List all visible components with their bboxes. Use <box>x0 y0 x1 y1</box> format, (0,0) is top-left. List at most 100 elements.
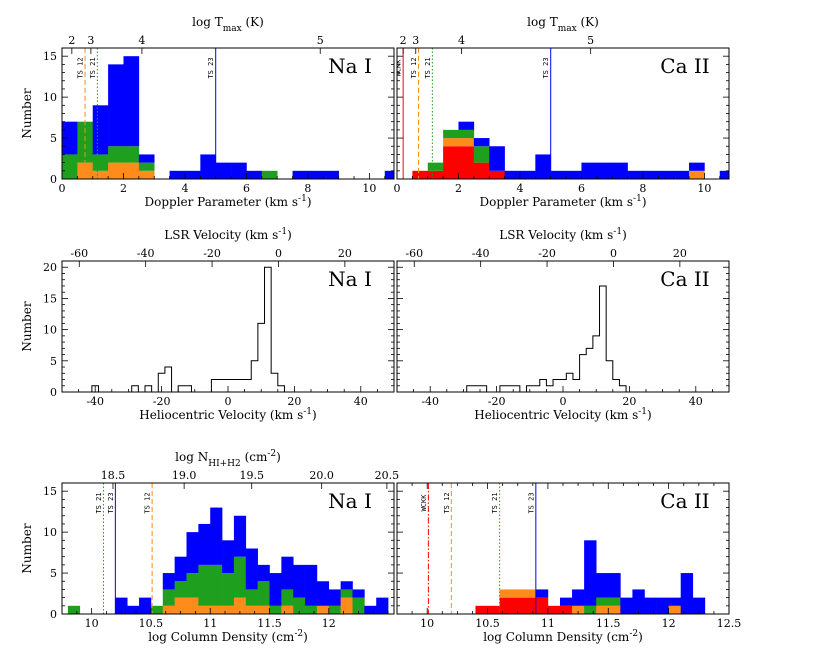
bar-blue <box>269 573 282 606</box>
x-tick-label: 20 <box>287 395 301 408</box>
bar-orange <box>458 138 475 147</box>
bar-blue <box>673 170 690 179</box>
bar-blue <box>115 597 128 614</box>
bar-orange <box>174 597 187 614</box>
bar-orange <box>572 605 585 614</box>
x-tick-label: 12 <box>662 617 676 630</box>
histogram-line <box>413 285 713 392</box>
bar-green <box>608 597 621 606</box>
y-tick-label: 5 <box>50 567 57 580</box>
x-tick-label: 0 <box>225 395 232 408</box>
bar-green <box>108 146 124 163</box>
bar-blue <box>305 564 318 606</box>
top-tick-label: 19.0 <box>172 469 197 482</box>
bar-blue <box>519 170 536 179</box>
top-tick-label: -40 <box>472 247 490 260</box>
bar-blue <box>210 507 223 565</box>
bar-green <box>77 121 94 163</box>
y-tick-label: 0 <box>50 173 57 186</box>
top-tick-label: -20 <box>203 247 221 260</box>
bar-green <box>123 146 140 163</box>
bar-blue <box>668 597 682 606</box>
bar-green <box>162 589 175 606</box>
bar-orange <box>340 597 353 614</box>
bar-blue <box>627 170 644 179</box>
top-tick-label: 0 <box>610 247 617 260</box>
bar-blue <box>340 581 353 590</box>
bar-orange <box>281 605 294 614</box>
bar-green <box>150 605 164 614</box>
bar-blue <box>293 564 306 598</box>
bar-blue <box>535 154 552 179</box>
bar-orange <box>443 138 459 147</box>
y-axis-label: Number <box>20 523 34 573</box>
bar-green <box>138 162 155 171</box>
bar-blue <box>222 540 235 574</box>
x-tick-label: 0 <box>560 395 567 408</box>
y-tick-label: 0 <box>50 386 57 399</box>
bar-blue <box>596 162 613 179</box>
bar-green <box>174 581 187 598</box>
x-tick-label: 40 <box>354 395 368 408</box>
bar-blue <box>572 589 585 606</box>
x-tick-label: 4 <box>516 182 523 195</box>
bar-green <box>328 605 341 614</box>
bar-blue <box>535 589 549 598</box>
ion-label: Ca II <box>660 267 709 291</box>
top-tick-label: 19.5 <box>239 469 264 482</box>
bar-red <box>475 605 488 614</box>
bar-red <box>487 605 500 614</box>
top-axis-label: LSR Velocity (km s-1) <box>499 227 627 242</box>
bar-blue <box>257 564 270 582</box>
x-tick-label: -40 <box>86 395 104 408</box>
bar-blue <box>169 170 186 179</box>
bar-blue <box>92 105 109 155</box>
bar-blue <box>139 597 152 614</box>
ref-line-label: TS 21 <box>424 57 432 78</box>
bar-red <box>559 605 573 614</box>
bar-green <box>210 564 223 606</box>
bar-blue <box>489 146 505 171</box>
bar-blue <box>352 589 365 598</box>
top-tick-label: 4 <box>138 34 145 47</box>
bar-red <box>535 597 549 614</box>
bar-red <box>523 597 537 614</box>
x-tick-label: 2 <box>455 182 462 195</box>
x-axis-label: Doppler Parameter (km s-1) <box>144 194 311 209</box>
panel-mid-left-na: -40 -20 0 20 40 0 5 10 15 20 Number -60 -40 -20 0 20 LSR… <box>20 227 395 422</box>
ion-label: Ca II <box>660 489 709 513</box>
ref-line-label: TS 23 <box>542 57 550 78</box>
x-tick-label: 11 <box>203 617 217 630</box>
bar-green <box>340 589 353 598</box>
plot-area <box>78 266 378 392</box>
bar-green <box>473 146 490 163</box>
top-axis-label: log Tmax (K) <box>527 15 599 34</box>
bar-orange <box>162 605 175 614</box>
bar-orange <box>198 605 211 614</box>
bar-blue <box>632 589 645 614</box>
bar-blue <box>127 605 140 614</box>
bar-blue <box>559 597 573 606</box>
bar-green <box>443 129 459 139</box>
ref-line-label: TS 23 <box>207 57 215 78</box>
bar-green <box>62 154 78 179</box>
panel-bottom-right-ca: WCKK TS 12 TS 21 TS 23 10 10.5 11 11.5 12 12.5 log… <box>396 482 741 644</box>
x-tick-label: 0 <box>394 182 401 195</box>
ion-label: Na I <box>328 54 372 78</box>
y-tick-label: 20 <box>43 261 57 274</box>
bar-blue <box>184 170 201 179</box>
x-tick-label: 10.5 <box>139 617 164 630</box>
x-tick-label: 40 <box>689 395 703 408</box>
top-tick-label: 20 <box>338 247 352 260</box>
bar-red <box>443 146 459 179</box>
ref-line-label: TS 23 <box>107 492 115 513</box>
ref-line-label: TS 21 <box>89 57 97 78</box>
top-tick-label: -20 <box>538 247 556 260</box>
bar-orange <box>233 597 247 614</box>
top-axis-label: log NHI+H2 (cm-2) <box>175 449 281 469</box>
bar-green <box>92 154 109 171</box>
ion-label: Na I <box>328 489 372 513</box>
bar-orange <box>689 170 705 179</box>
bar-red <box>489 170 505 179</box>
